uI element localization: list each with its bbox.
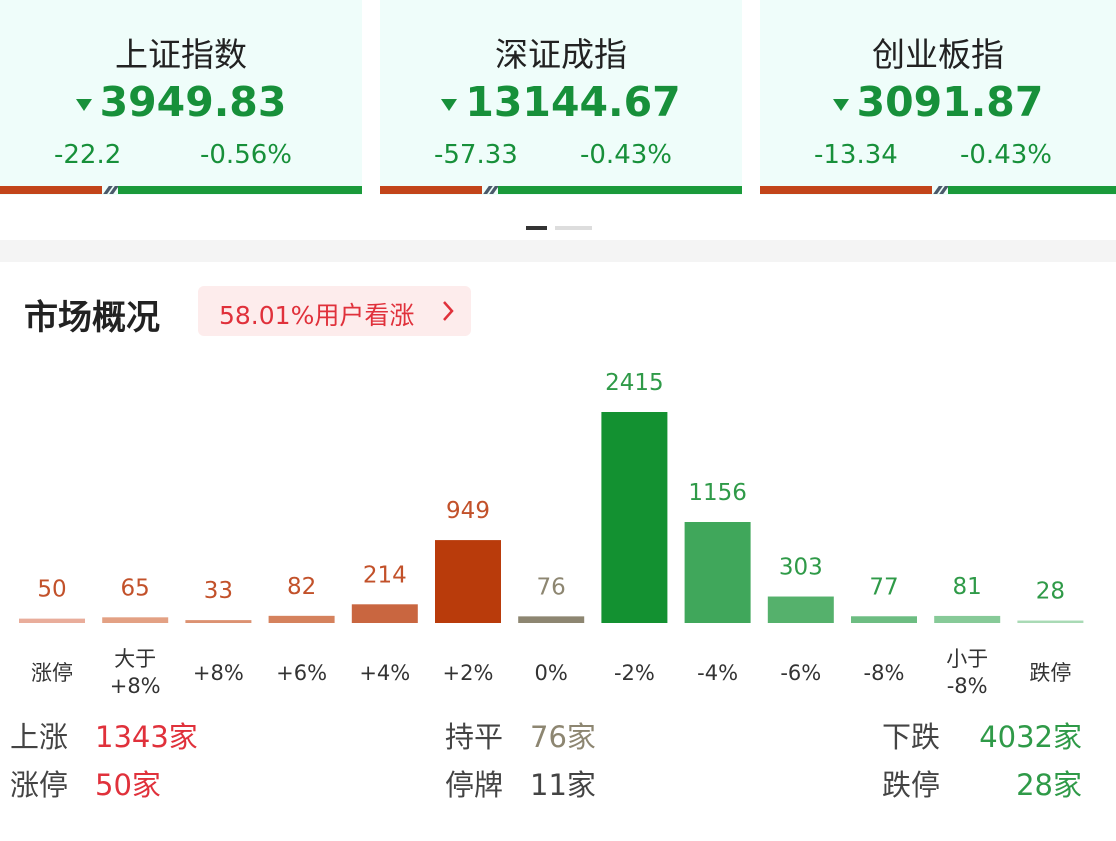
section-title: 市场概况 — [24, 298, 160, 338]
value-label: 76 — [537, 574, 566, 600]
value-label: 949 — [446, 498, 490, 524]
value-label: 1156 — [688, 480, 747, 506]
bar — [435, 540, 501, 623]
bar-chart: 50 65 33 82 214 949 76 2415 1156 303 77 81 28 — [19, 370, 1084, 623]
chevron — [443, 301, 454, 321]
sentiment-text: 58.01%用户看涨 — [219, 301, 415, 330]
rise-bar — [0, 186, 102, 194]
bar — [601, 412, 668, 623]
summary-value: 11家 — [530, 768, 596, 802]
bar — [851, 616, 917, 623]
index-value: 3949.83 — [99, 78, 287, 126]
index-change-pct: -0.43% — [960, 140, 1052, 170]
summary-label: 涨停 — [10, 768, 69, 802]
index-value-row: 3949.83 — [0, 78, 362, 126]
value-label: 50 — [37, 577, 66, 603]
category-label: 涨停 — [31, 660, 73, 685]
summary-label: 上涨 — [10, 720, 69, 754]
index-change-pct: -0.43% — [580, 140, 672, 170]
summary-value: 1343家 — [95, 720, 198, 754]
index-name: 创业板指 — [872, 35, 1004, 74]
bar — [767, 596, 834, 623]
down-arrow — [75, 99, 92, 111]
bar — [518, 616, 585, 623]
index-name: 深证成指 — [495, 35, 627, 74]
index-change: -13.34 — [814, 140, 898, 170]
down-arrow — [832, 99, 849, 111]
summary-value: 28家 — [1016, 768, 1082, 802]
fall-bar — [118, 186, 362, 194]
summary-label: 下跌 — [882, 720, 941, 754]
bar — [102, 617, 169, 623]
value-label: 82 — [287, 574, 316, 600]
bar — [268, 615, 335, 623]
bar — [351, 604, 418, 623]
value-label: 2415 — [605, 370, 664, 396]
summary-value: 50家 — [95, 768, 161, 802]
category-label: -4% — [697, 660, 739, 685]
category-label: -6% — [780, 660, 822, 685]
index-card[interactable]: 深证成指 13144.67 -57.33 -0.43% — [380, 0, 742, 195]
summary-value: 76家 — [530, 720, 596, 754]
category-label: +6% — [276, 660, 328, 685]
bar — [19, 618, 85, 623]
bar — [185, 620, 252, 623]
category-label: +8% — [192, 660, 244, 685]
summary-label: 持平 — [445, 720, 504, 754]
index-change: -22.2 — [54, 140, 122, 170]
summary-value: 4032家 — [979, 720, 1082, 754]
category-label: +2% — [442, 660, 494, 685]
index-value: 13144.67 — [465, 78, 681, 126]
value-label: 303 — [779, 555, 823, 581]
category-label: 0% — [534, 660, 568, 685]
value-label: 33 — [204, 578, 233, 604]
rise-bar — [760, 186, 932, 194]
index-change: -57.33 — [434, 140, 518, 170]
index-change-pct: -0.56% — [200, 140, 292, 170]
rise-bar — [380, 186, 482, 194]
fall-bar — [498, 186, 742, 194]
category-label: 大于 +8% — [109, 647, 161, 698]
value-label: 81 — [953, 574, 982, 600]
category-label: 小于 -8% — [946, 647, 989, 698]
index-name: 上证指数 — [115, 35, 247, 74]
category-label: +4% — [359, 660, 411, 685]
bar — [684, 521, 751, 623]
category-label: 跌停 — [1029, 660, 1072, 685]
value-label: 28 — [1036, 579, 1065, 605]
index-card[interactable]: 上证指数 3949.83 -22.2 -0.56% — [0, 0, 362, 195]
down-arrow — [441, 99, 458, 111]
bar — [1017, 620, 1084, 623]
summary-label: 停牌 — [445, 768, 504, 802]
fall-bar — [948, 186, 1116, 194]
index-card[interactable]: 创业板指 3091.87 -13.34 -0.43% — [760, 0, 1116, 195]
value-label: 77 — [869, 574, 898, 600]
category-label: -2% — [613, 660, 655, 685]
index-value-row: 13144.67 — [380, 78, 742, 126]
value-label: 214 — [363, 562, 407, 588]
summary-label: 跌停 — [882, 768, 941, 802]
value-label: 65 — [121, 575, 150, 601]
page-indicator — [555, 226, 592, 230]
category-label: -8% — [863, 660, 905, 685]
page-indicator-active — [526, 226, 547, 230]
index-value: 3091.87 — [856, 78, 1044, 126]
bar — [934, 615, 1001, 623]
index-value-row: 3091.87 — [760, 78, 1116, 126]
separator — [0, 240, 1116, 262]
sentiment-badge[interactable]: 58.01%用户看涨 — [198, 286, 471, 336]
